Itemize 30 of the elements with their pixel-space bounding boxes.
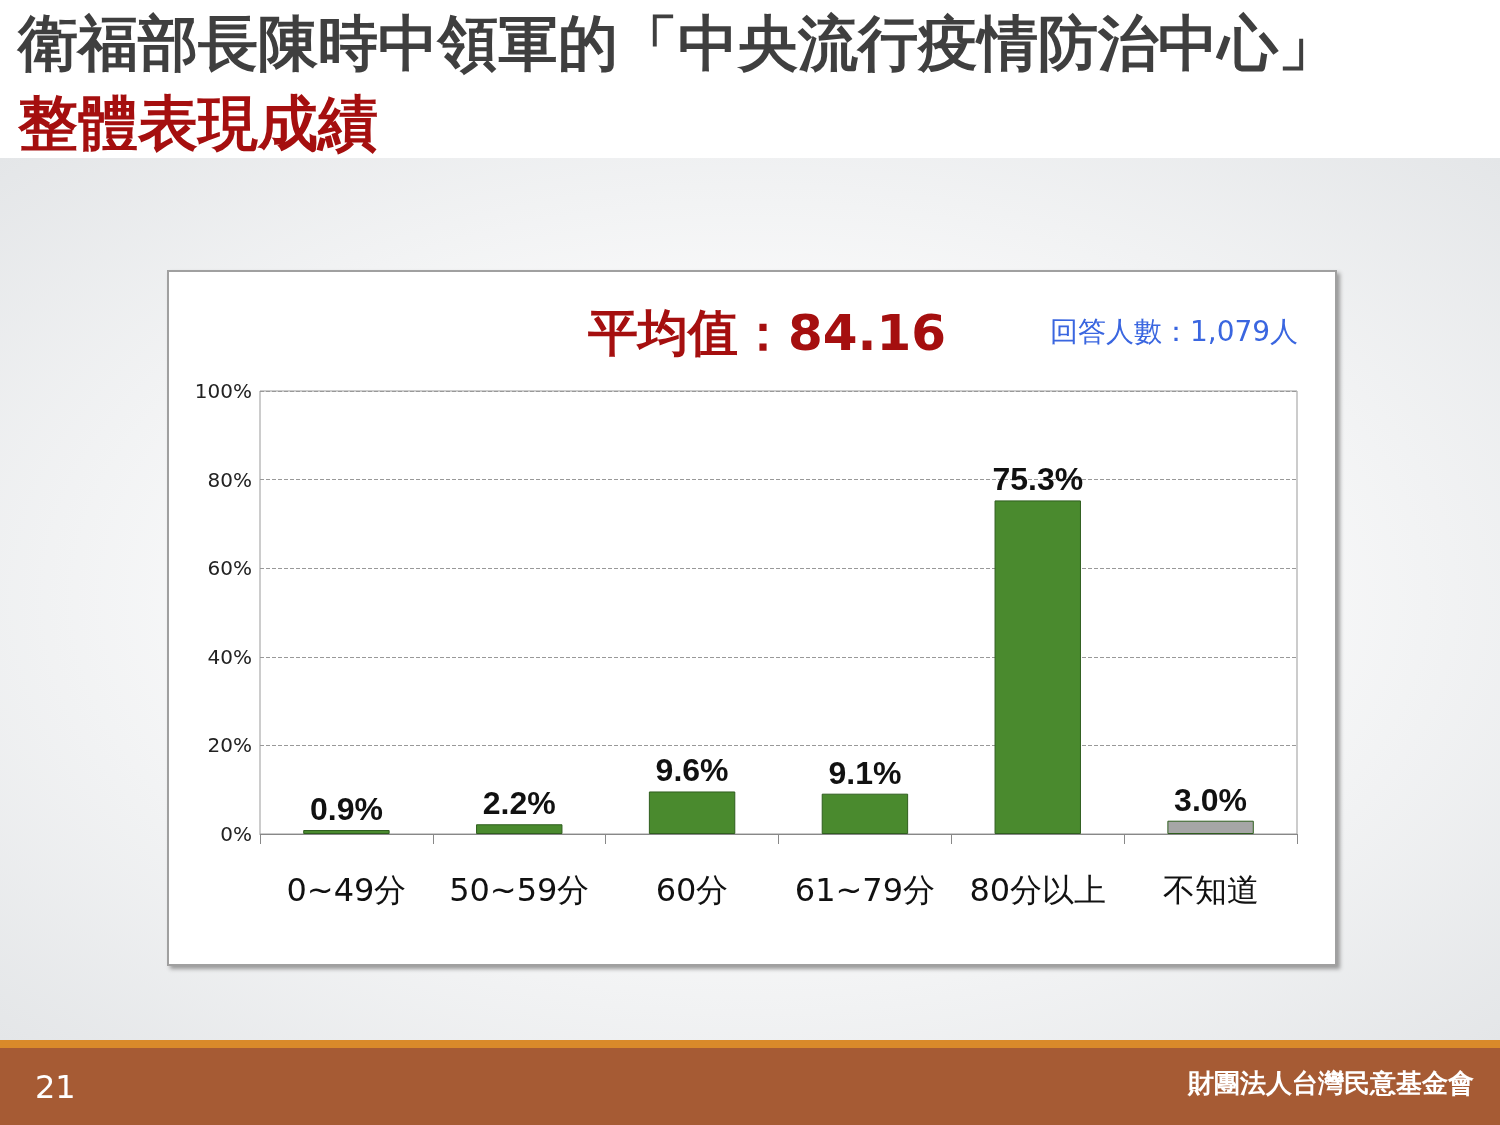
data-label: 75.3% xyxy=(992,461,1084,498)
y-tick-label: 60% xyxy=(207,556,252,581)
y-tick-label: 100% xyxy=(194,379,252,403)
bar xyxy=(821,793,909,834)
y-tick-label: 0% xyxy=(220,822,252,846)
bar xyxy=(1167,820,1254,834)
x-tick-label: 0~49分 xyxy=(286,871,407,909)
bar xyxy=(994,500,1081,834)
text: 回答人數：1,079人 xyxy=(1050,314,1299,350)
bar xyxy=(303,830,390,834)
data-label: 0.9% xyxy=(309,791,383,828)
data-label: 9.6% xyxy=(655,752,729,789)
x-tick-label: 80分以上 xyxy=(969,871,1107,909)
y-tick-label: 80% xyxy=(207,467,252,492)
text: 平均值：84.16 xyxy=(588,303,947,364)
x-tick-label: 61~79分 xyxy=(794,871,936,909)
text: 財團法人台灣民意基金會 xyxy=(1188,1067,1474,1100)
chart-subtitle: 整體表現成績 xyxy=(18,87,378,160)
chart-title: 衛福部長陳時中領軍的「中央流行疫情防治中心」 xyxy=(18,7,1338,80)
data-label: 2.2% xyxy=(482,785,556,822)
x-tick-label: 50~59分 xyxy=(449,871,590,909)
x-tick-label: 不知道 xyxy=(1162,871,1259,909)
data-label: 3.0% xyxy=(1174,781,1248,818)
x-tick-label: 60分 xyxy=(655,871,729,909)
y-tick-label: 20% xyxy=(207,733,252,758)
bar xyxy=(476,824,563,834)
data-label: 9.1% xyxy=(828,754,902,791)
bar xyxy=(648,791,736,834)
text: 21 xyxy=(35,1068,76,1106)
y-tick-label: 40% xyxy=(207,644,252,669)
